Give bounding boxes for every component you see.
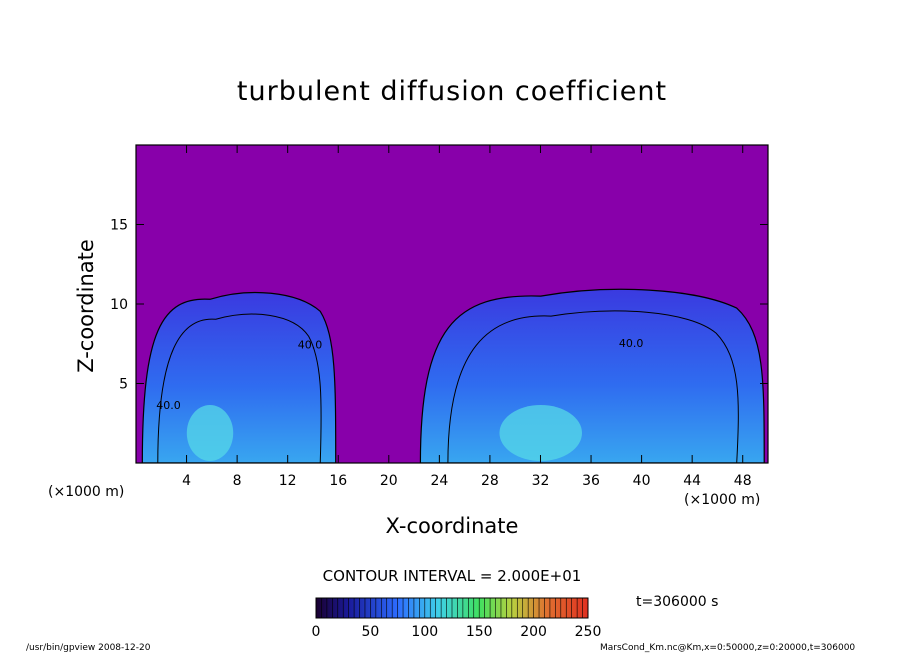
colorbar-tick-label: 0	[312, 624, 321, 640]
x-tick-label: 12	[279, 473, 297, 489]
x-axis-ticks: 4 8 12 16 20 24 28 32 36 40 44 48	[182, 145, 752, 489]
contour-label: 40.0	[619, 337, 644, 350]
plume-region-2	[419, 288, 765, 463]
x-tick-label: 48	[734, 473, 752, 489]
colorbar: 0 50 100 150 200 250	[312, 597, 602, 640]
colorbar-tick-label: 200	[520, 624, 547, 640]
x-tick-label: 36	[582, 473, 600, 489]
colorbar-tick-label: 250	[575, 624, 602, 640]
contour-label: 40.0	[156, 399, 181, 412]
footer-program-info: /usr/bin/gpview 2008-12-20	[26, 643, 151, 653]
x-tick-label: 16	[329, 473, 347, 489]
plume-core-1	[186, 405, 234, 461]
plume-layer	[141, 288, 765, 463]
colorbar-tick-label: 50	[361, 624, 379, 640]
x-unit-label-right: (×1000 m)	[684, 492, 761, 508]
plume-contour-2	[447, 310, 739, 463]
colorbar-tick-label: 150	[466, 624, 493, 640]
y-axis-label: Z-coordinate	[74, 239, 98, 373]
time-label: t=306000 s	[636, 594, 719, 610]
chart-title: turbulent diffusion coefficient	[236, 76, 668, 107]
contour-interval-label: CONTOUR INTERVAL = 2.000E+01	[322, 567, 582, 585]
plume-core-2	[499, 405, 582, 461]
x-unit-label-left: (×1000 m)	[48, 484, 125, 500]
contour-label-layer: 40.0 40.0 40.0	[156, 337, 643, 412]
contour-label: 40.0	[298, 339, 323, 352]
x-tick-label: 28	[481, 473, 499, 489]
y-tick-label: 15	[110, 218, 128, 234]
plume-region-1	[141, 291, 337, 463]
x-tick-label: 40	[633, 473, 651, 489]
plume-contour-1	[157, 313, 322, 463]
x-tick-label: 8	[233, 473, 242, 489]
x-tick-label: 44	[683, 473, 701, 489]
x-tick-label: 20	[380, 473, 398, 489]
x-tick-label: 32	[532, 473, 550, 489]
x-tick-label: 4	[182, 473, 191, 489]
y-tick-label: 10	[110, 297, 128, 313]
footer-file-info: MarsCond_Km.nc@Km,x=0:50000,z=0:20000,t=…	[600, 643, 856, 653]
x-axis-label: X-coordinate	[385, 514, 519, 538]
colorbar-tick-label: 100	[411, 624, 438, 640]
y-tick-label: 5	[119, 377, 128, 393]
y-axis-ticks: 5 10 15	[110, 218, 768, 393]
x-tick-label: 24	[430, 473, 448, 489]
